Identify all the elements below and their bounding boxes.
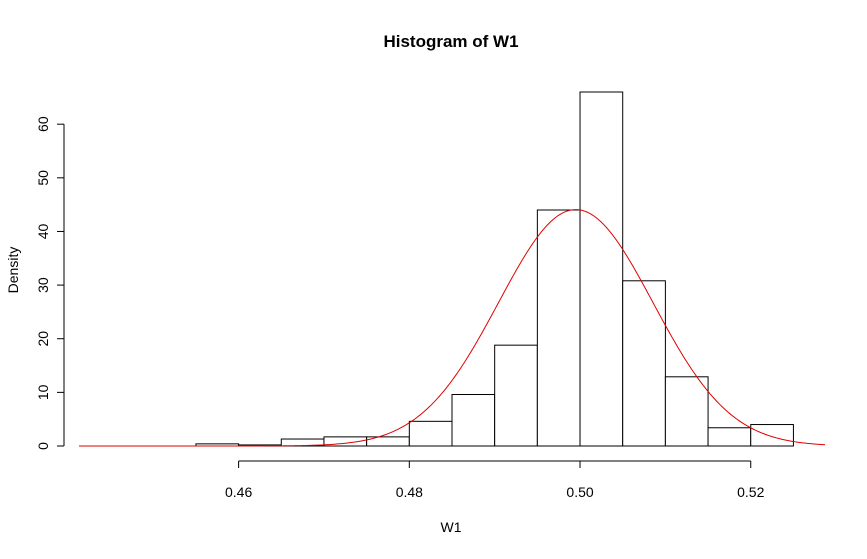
x-tick-label: 0.46 bbox=[225, 484, 252, 500]
y-tick-label: 60 bbox=[35, 116, 51, 132]
x-axis: 0.46 0.48 0.50 0.52 bbox=[225, 460, 765, 500]
histogram-bar bbox=[494, 344, 538, 447]
y-tick-label: 30 bbox=[35, 277, 51, 293]
histogram-bar bbox=[707, 427, 752, 447]
x-tick-label: 0.50 bbox=[566, 484, 593, 500]
y-axis: 0 10 20 30 40 50 60 bbox=[35, 116, 65, 450]
y-tick-label: 40 bbox=[35, 223, 51, 239]
histogram-bar bbox=[408, 420, 453, 447]
y-tick-label: 10 bbox=[35, 384, 51, 400]
density-curve bbox=[79, 209, 826, 447]
histogram-bar bbox=[750, 424, 794, 447]
x-tick-label: 0.48 bbox=[396, 484, 423, 500]
x-tick-label: 0.52 bbox=[737, 484, 764, 500]
histogram-bar bbox=[579, 91, 624, 447]
histogram-bar bbox=[664, 376, 709, 447]
x-axis-label: W1 bbox=[441, 519, 462, 535]
y-axis-label: Density bbox=[5, 247, 21, 294]
y-tick-label: 0 bbox=[35, 442, 51, 450]
y-tick-label: 50 bbox=[35, 170, 51, 186]
y-tick-label: 20 bbox=[35, 331, 51, 347]
chart-title: Histogram of W1 bbox=[383, 32, 518, 51]
histogram-bar bbox=[536, 209, 581, 447]
histogram-bar bbox=[451, 394, 496, 447]
histogram-bar bbox=[622, 280, 666, 447]
bars-group bbox=[195, 91, 794, 447]
